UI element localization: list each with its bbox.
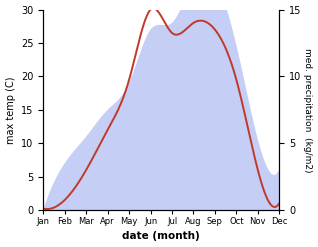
X-axis label: date (month): date (month) bbox=[122, 231, 200, 242]
Y-axis label: med. precipitation  (kg/m2): med. precipitation (kg/m2) bbox=[303, 47, 313, 172]
Y-axis label: max temp (C): max temp (C) bbox=[5, 76, 16, 144]
